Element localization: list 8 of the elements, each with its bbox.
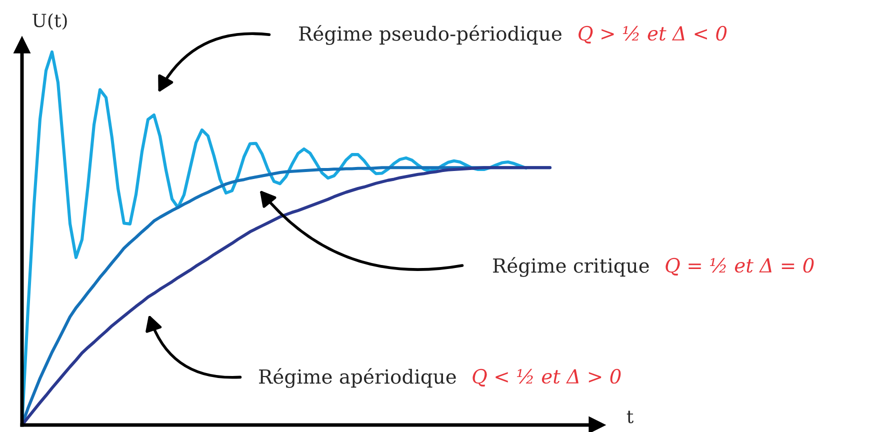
x-axis-title: t <box>626 410 634 424</box>
annotation: Régime critique <box>493 257 649 277</box>
annotation: Régime apériodique <box>259 368 456 388</box>
text: Régime pseudo-périodique <box>299 25 562 45</box>
y-axis-title: U(t) <box>32 13 67 30</box>
text: Q > ½ et Δ < 0 <box>578 26 727 44</box>
annotation: Q < ½ et Δ > 0 <box>472 368 621 386</box>
text: Q = ½ et Δ = 0 <box>666 258 814 276</box>
